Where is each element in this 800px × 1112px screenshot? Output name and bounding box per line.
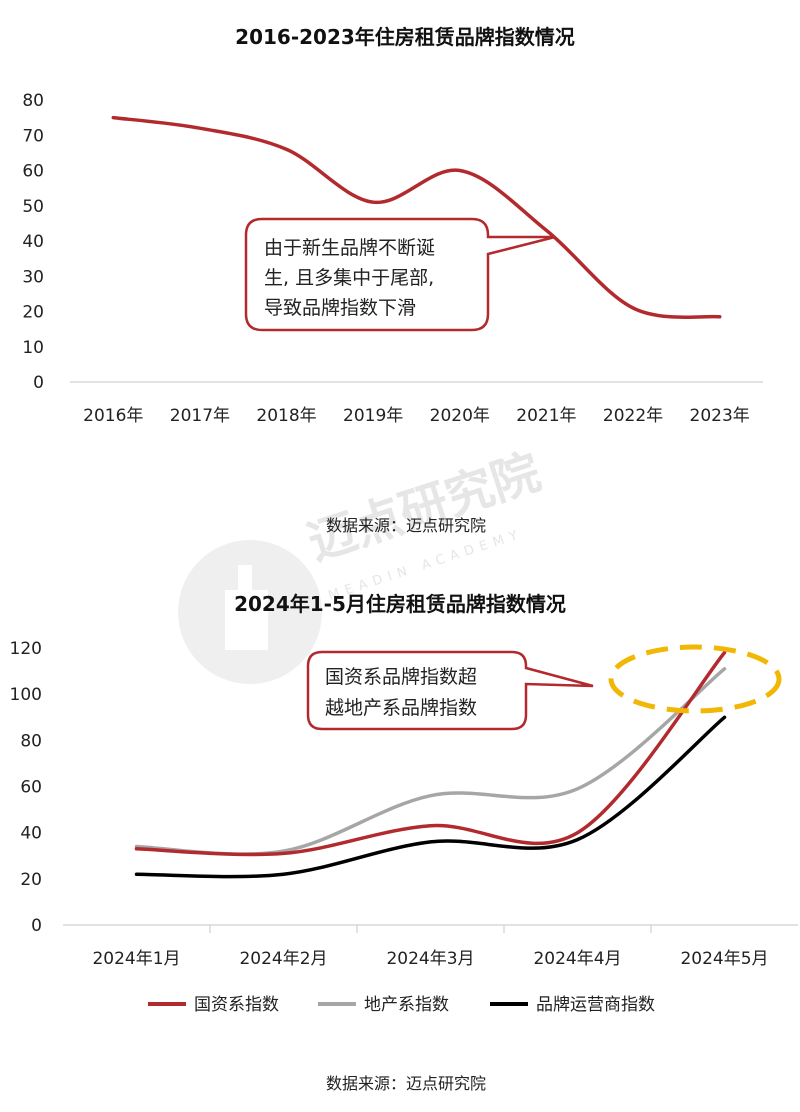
chart-1-y-tick-label: 80	[22, 91, 44, 111]
chart-2-x-tick-label: 2024年4月	[533, 949, 621, 969]
chart-2-y-tick-label: 60	[20, 778, 42, 798]
chart-1-callout-line-2: 生, 且多集中于尾部,	[264, 267, 434, 289]
chart-2-title: 2024年1-5月住房租赁品牌指数情况	[234, 592, 566, 616]
chart-1-y-tick-label: 30	[22, 267, 44, 287]
chart-2-y-tick-label: 80	[20, 731, 42, 751]
chart-2-callout-line-1: 国资系品牌指数超	[325, 666, 477, 688]
chart-1-callout-line-3: 导致品牌指数下滑	[264, 297, 416, 319]
legend-item: 品牌运营商指数	[490, 995, 655, 1015]
chart-2-y-tick-label: 40	[20, 824, 42, 844]
chart-1-series-line	[111, 115, 722, 319]
watermark: 迈点研究院 MEADIN ACADEMY	[178, 444, 547, 684]
chart-2-x-tick-label: 2024年2月	[239, 949, 327, 969]
chart-2-series-line-2	[134, 715, 727, 879]
chart-2-series-line-0	[134, 650, 727, 857]
chart-1-callout: 由于新生品牌不断诞 生, 且多集中于尾部, 导致品牌指数下滑	[244, 217, 556, 332]
legend-item: 国资系指数	[148, 995, 279, 1015]
chart-1-y-tick-label: 40	[22, 232, 44, 252]
chart-2-x-tick-label: 2024年1月	[92, 949, 180, 969]
chart-1-x-axis: 2016年 2017年 2018年 2019年 2020年 2021年 2022年 2023年	[83, 406, 750, 426]
chart-2-legend: 国资系指数 地产系指数 品牌运营商指数	[148, 995, 655, 1015]
chart-1: 2016-2023年住房租赁品牌指数情况 0 10 20 30 40 50 60 70 80 2…	[22, 25, 763, 535]
watermark-text: 迈点研究院	[301, 444, 547, 571]
chart-2-y-tick-label: 120	[10, 639, 42, 659]
legend-label: 国资系指数	[194, 995, 279, 1015]
chart-2-x-tick-label: 2024年5月	[680, 949, 768, 969]
chart-1-y-tick-label: 60	[22, 162, 44, 182]
chart-1-x-tick-label: 2023年	[690, 406, 750, 426]
legend-label: 地产系指数	[364, 995, 449, 1015]
chart-2: 2024年1-5月住房租赁品牌指数情况 0 20 40 60 80 100 120 2024…	[10, 592, 798, 1093]
chart-1-x-tick-label: 2020年	[430, 406, 490, 426]
chart-2-x-tick-label: 2024年3月	[386, 949, 474, 969]
chart-1-x-tick-label: 2017年	[170, 406, 230, 426]
chart-1-y-tick-label: 50	[22, 197, 44, 217]
watermark-building-icon	[225, 565, 268, 650]
chart-2-source: 数据来源：迈点研究院	[326, 1074, 486, 1093]
chart-2-y-tick-label: 100	[10, 685, 42, 705]
chart-2-y-axis: 0 20 40 60 80 100 120	[10, 639, 42, 936]
chart-1-callout-box	[244, 217, 556, 332]
legend-item: 地产系指数	[318, 995, 449, 1015]
chart-1-y-tick-label: 10	[22, 338, 44, 358]
chart-1-y-tick-label: 70	[22, 126, 44, 146]
chart-1-x-tick-label: 2021年	[516, 406, 576, 426]
chart-2-series	[134, 650, 727, 879]
legend-label: 品牌运营商指数	[536, 995, 655, 1015]
chart-2-highlight-ellipse	[608, 644, 782, 714]
chart-2-y-tick-label: 20	[20, 870, 42, 890]
chart-1-callout-line-1: 由于新生品牌不断诞	[264, 237, 435, 259]
chart-1-y-axis: 0 10 20 30 40 50 60 70 80	[22, 91, 44, 393]
chart-1-source: 数据来源：迈点研究院	[326, 516, 486, 535]
chart-1-x-tick-label: 2022年	[603, 406, 663, 426]
chart-2-x-axis: 2024年1月 2024年2月 2024年3月 2024年4月 2024年5月	[92, 925, 769, 969]
chart-1-x-tick-label: 2018年	[256, 406, 316, 426]
chart-1-y-tick-label: 20	[22, 303, 44, 323]
chart-1-x-tick-label: 2019年	[343, 406, 403, 426]
chart-2-callout: 国资系品牌指数超 越地产系品牌指数	[306, 650, 594, 731]
chart-2-callout-line-2: 越地产系品牌指数	[325, 697, 477, 719]
chart-1-title: 2016-2023年住房租赁品牌指数情况	[235, 25, 575, 49]
chart-1-y-tick-label: 0	[33, 373, 44, 393]
chart-2-callout-box	[306, 650, 594, 731]
chart-2-y-tick-label: 0	[31, 916, 42, 936]
chart-1-x-tick-label: 2016年	[83, 406, 143, 426]
